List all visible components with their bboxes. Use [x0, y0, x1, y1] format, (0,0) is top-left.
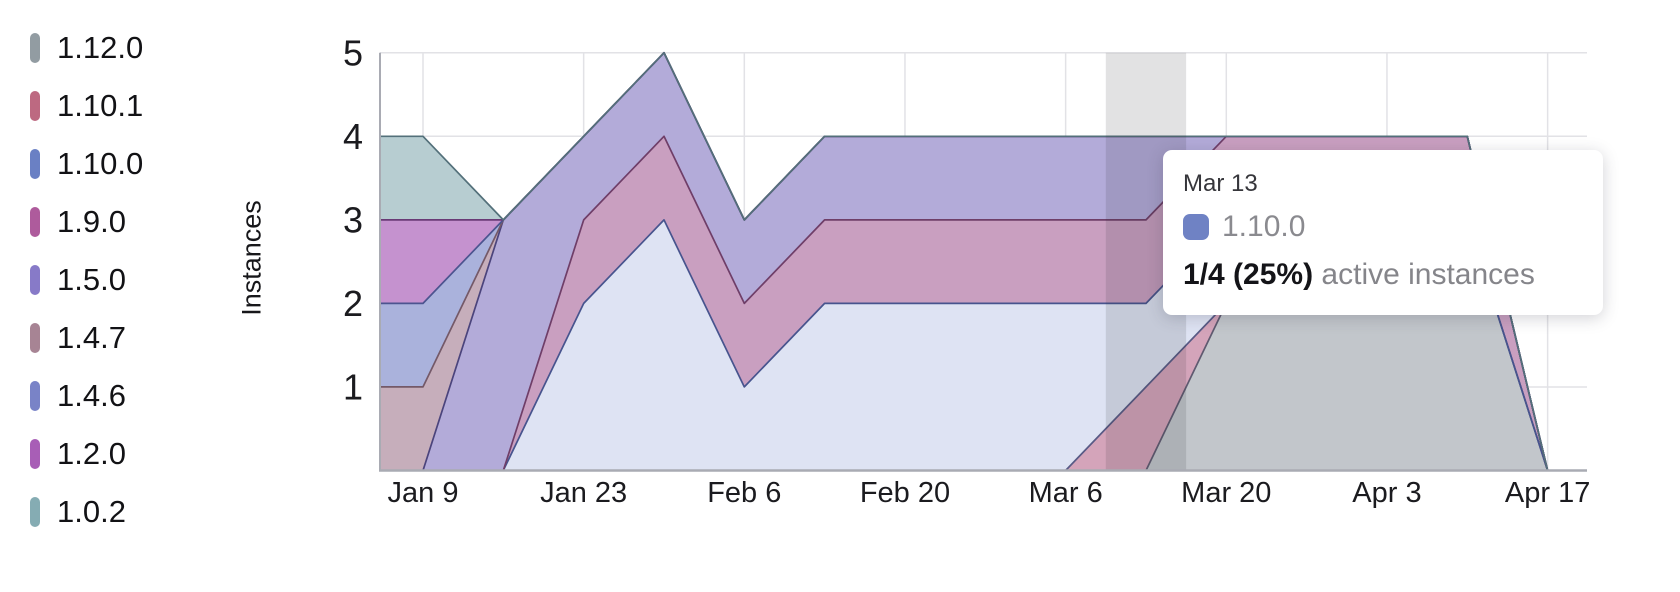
y-tick-label-2: 2	[343, 283, 363, 324]
legend-swatch-1.5.0	[30, 264, 40, 295]
legend-label: 1.2.0	[57, 436, 126, 471]
legend-label: 1.0.2	[57, 494, 126, 529]
legend-item-1.12.0[interactable]: 1.12.0	[30, 32, 143, 63]
area-1.10.0	[380, 219, 1548, 471]
legend-label: 1.4.7	[57, 320, 126, 355]
tooltip-series-row: 1.10.0	[1183, 212, 1583, 242]
tooltip-value-suffix: active instances	[1321, 258, 1535, 291]
x-tick-label-Mar-6: Mar 6	[1029, 477, 1103, 509]
legend-swatch-1.2.0	[30, 438, 40, 469]
legend-swatch-1.4.7	[30, 322, 40, 353]
series-color-swatch	[1183, 214, 1209, 240]
legend-label: 1.12.0	[57, 30, 144, 65]
x-tick-label-Mar-20: Mar 20	[1181, 477, 1271, 509]
legend-label: 1.10.0	[57, 146, 144, 181]
legend-item-1.0.2[interactable]: 1.0.2	[30, 496, 143, 527]
x-tick-label-Jan-9: Jan 9	[388, 477, 459, 509]
x-tick-label-Apr-3: Apr 3	[1352, 477, 1421, 509]
legend-swatch-1.4.6	[30, 380, 40, 411]
tooltip-date: Mar 13	[1183, 170, 1258, 197]
series-line-1.0.2	[380, 51, 1549, 471]
legend-label: 1.4.6	[57, 378, 126, 413]
legend-item-1.4.6[interactable]: 1.4.6	[30, 380, 143, 411]
y-tick-label-1: 1	[343, 366, 363, 407]
tooltip-series-label: 1.10.0	[1222, 210, 1306, 243]
y-tick-label-3: 3	[343, 199, 363, 240]
legend-swatch-1.12.0	[30, 32, 40, 63]
chart-legend: 1.12.0 1.10.1 1.10.0 1.9.0 1.5.0 1.4.7 1.4.6 1.…	[30, 32, 143, 554]
legend-swatch-1.10.1	[30, 90, 40, 121]
legend-swatch-1.10.0	[30, 148, 40, 179]
legend-item-1.4.7[interactable]: 1.4.7	[30, 322, 143, 353]
y-tick-label-4: 4	[343, 116, 363, 157]
legend-swatch-1.9.0	[30, 206, 40, 237]
x-tick-label-Apr-17: Apr 17	[1505, 477, 1590, 509]
tooltip-value: 1/4 (25%)	[1183, 258, 1314, 291]
x-tick-label-Jan-23: Jan 23	[540, 477, 627, 509]
legend-label: 1.5.0	[57, 262, 126, 297]
legend-label: 1.10.1	[57, 88, 144, 123]
tooltip-value-row: 1/4 (25%) active instances	[1183, 260, 1583, 290]
legend-item-1.10.0[interactable]: 1.10.0	[30, 148, 143, 179]
legend-item-1.9.0[interactable]: 1.9.0	[30, 206, 143, 237]
legend-item-1.2.0[interactable]: 1.2.0	[30, 438, 143, 469]
legend-swatch-1.0.2	[30, 496, 40, 527]
y-axis-title: Instances	[236, 200, 267, 316]
legend-item-1.5.0[interactable]: 1.5.0	[30, 264, 143, 295]
legend-label: 1.9.0	[57, 204, 126, 239]
x-tick-label-Feb-20: Feb 20	[860, 477, 950, 509]
legend-item-1.10.1[interactable]: 1.10.1	[30, 90, 143, 121]
tooltip: Mar 13 1.10.0 1/4 (25%) active instances	[1163, 150, 1603, 315]
x-tick-label-Feb-6: Feb 6	[707, 477, 781, 509]
y-tick-label-5: 5	[343, 32, 363, 73]
